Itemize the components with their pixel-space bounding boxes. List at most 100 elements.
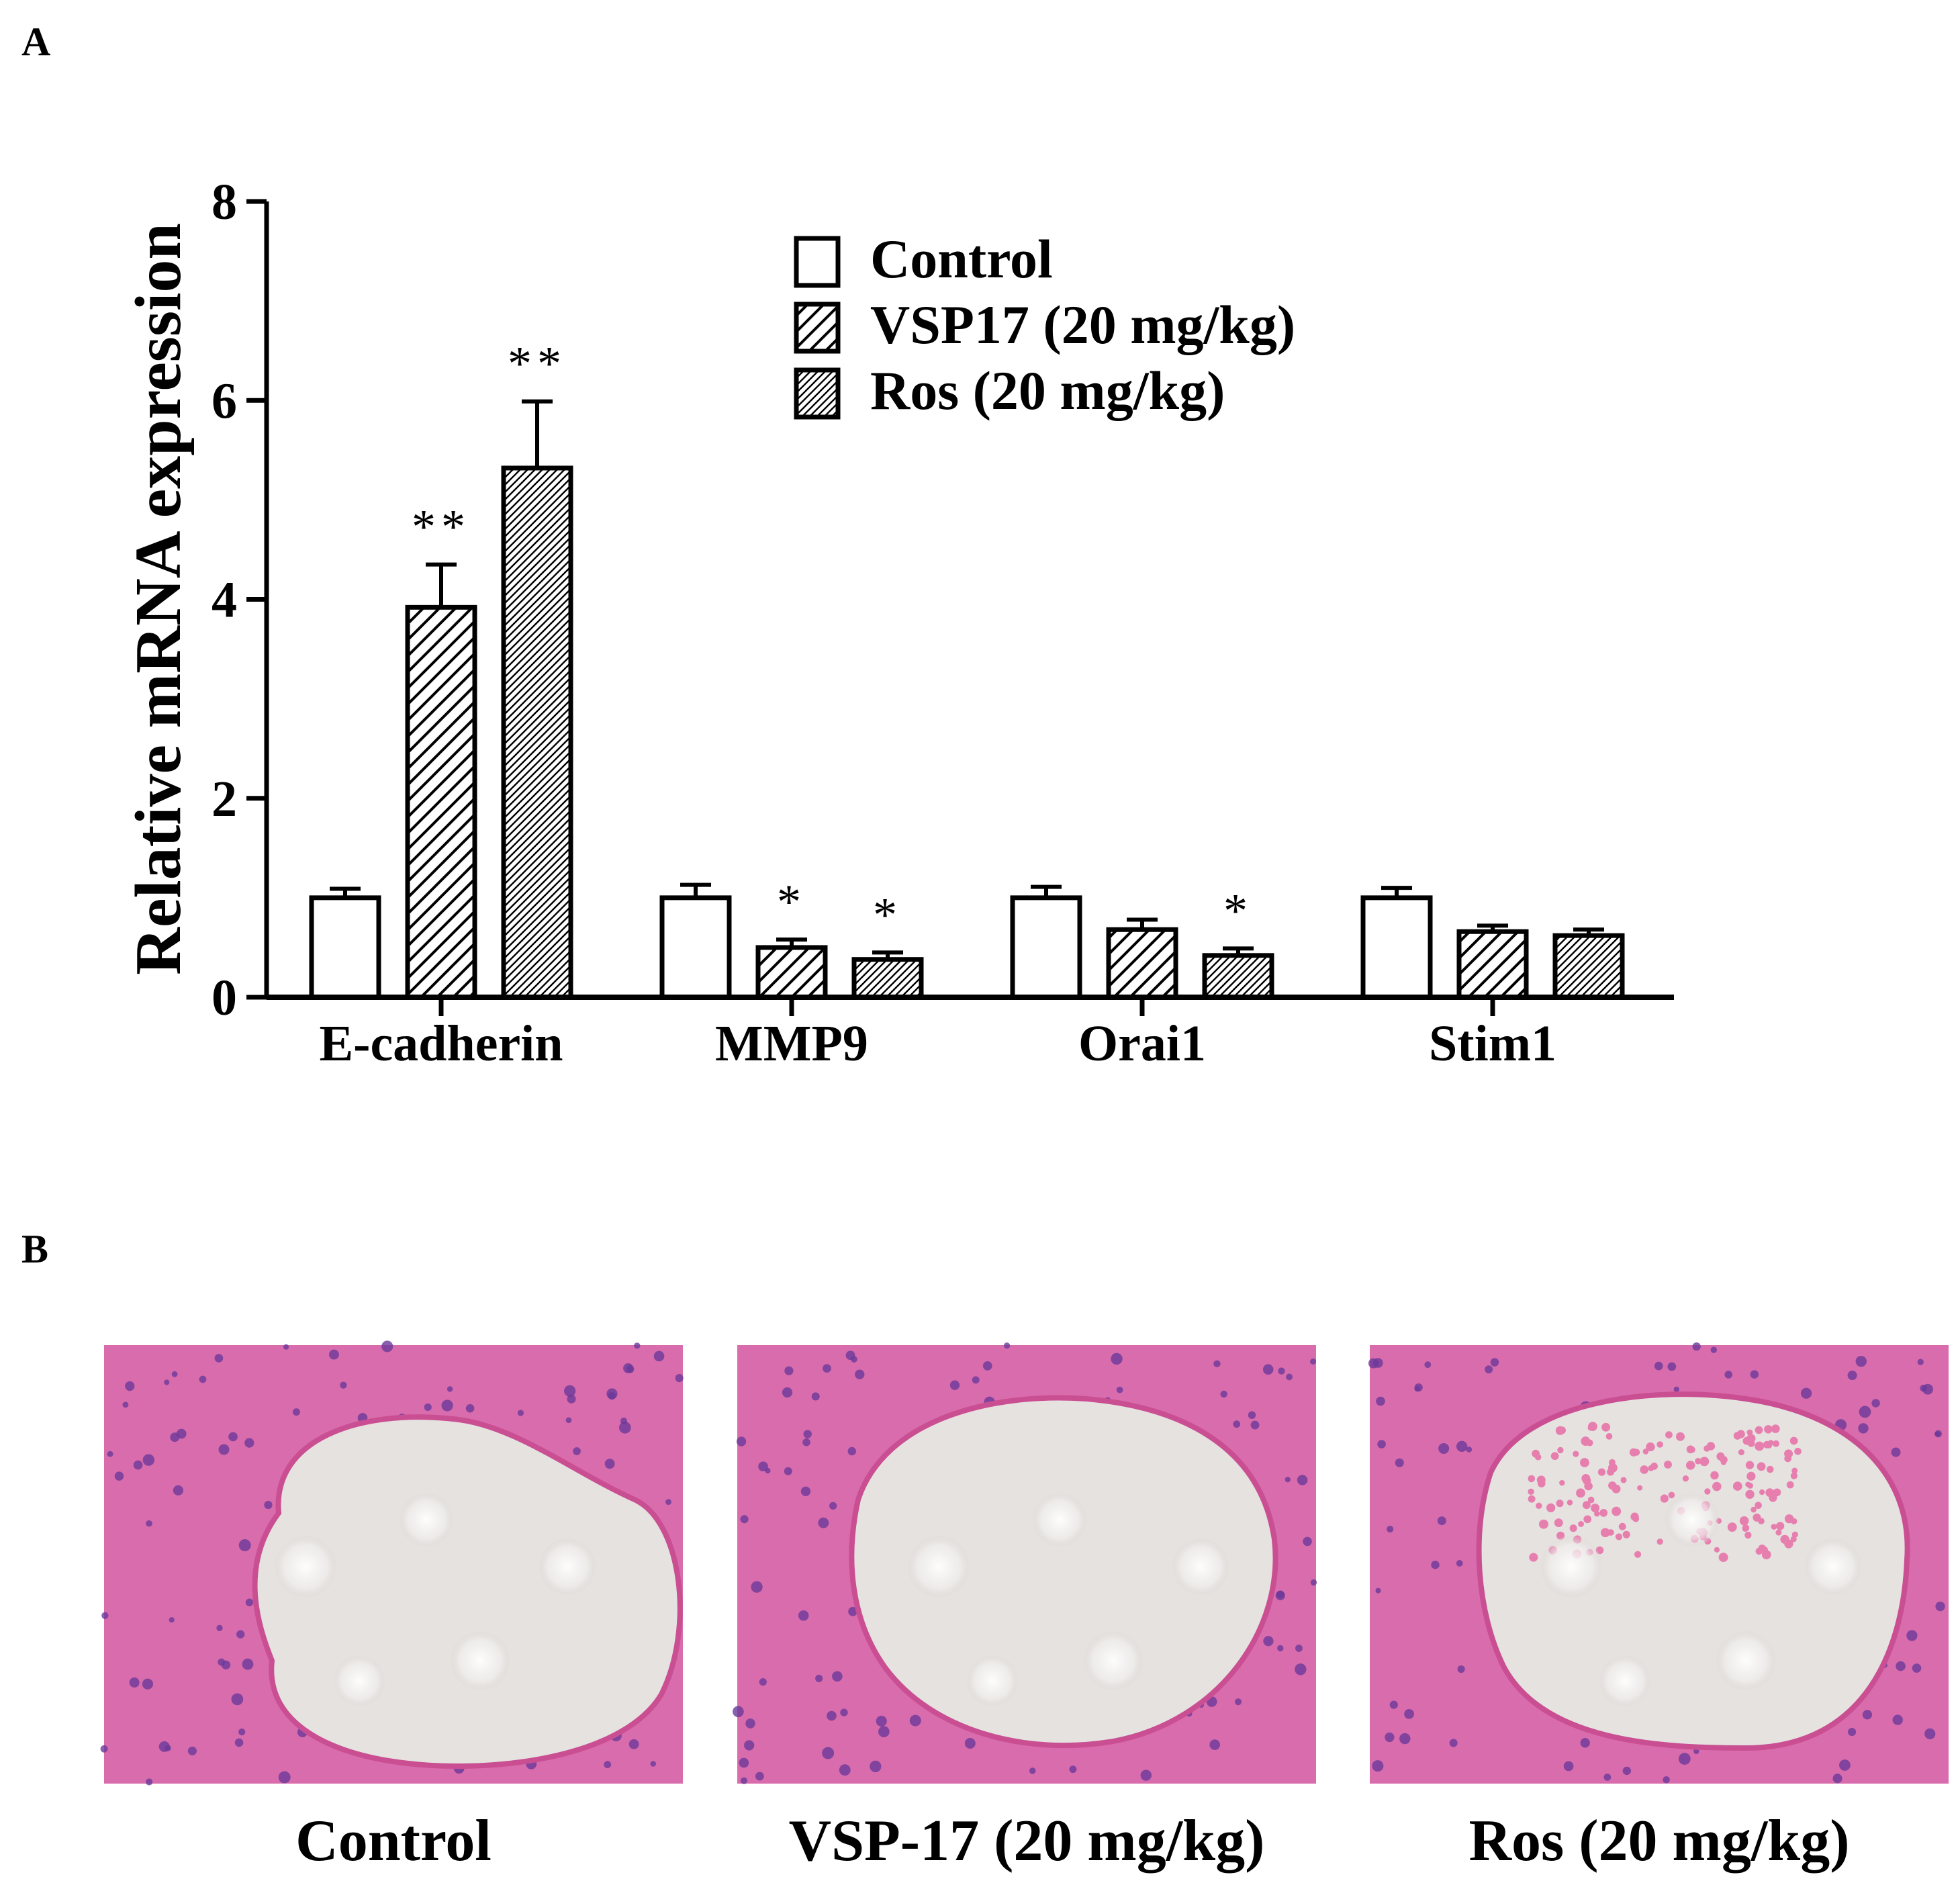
histology-caption: VSP-17 (20 mg/kg) <box>789 1808 1265 1874</box>
red-blood-cell <box>1576 1488 1585 1498</box>
cell-nucleus <box>1424 1361 1432 1369</box>
cell-nucleus <box>1372 1760 1384 1772</box>
cell-nucleus <box>101 1612 109 1619</box>
cell-nucleus <box>170 1432 180 1442</box>
vessel-lumen <box>849 1395 1278 1749</box>
cell-nucleus <box>1438 1442 1450 1454</box>
cell-nucleus <box>236 1630 245 1639</box>
red-blood-cell <box>1569 1524 1577 1532</box>
red-blood-cell <box>1794 1447 1802 1455</box>
cell-nucleus <box>244 1438 254 1448</box>
legend-swatch <box>794 236 841 288</box>
cell-nucleus <box>1069 1765 1077 1774</box>
cell-nucleus <box>740 1515 749 1524</box>
red-blood-cell <box>1790 1472 1798 1479</box>
cell-nucleus <box>784 1467 792 1475</box>
cell-nucleus <box>1654 1361 1663 1371</box>
cell-nucleus <box>1839 1759 1851 1771</box>
red-blood-cell <box>1773 1440 1779 1447</box>
cell-nucleus <box>1233 1420 1241 1428</box>
cell-nucleus <box>142 1454 155 1466</box>
cell-nucleus <box>1934 1430 1942 1438</box>
red-blood-cell <box>1597 1468 1606 1476</box>
cell-nucleus <box>1372 1358 1383 1368</box>
cell-nucleus <box>129 1677 140 1688</box>
cell-nucleus <box>1111 1352 1123 1365</box>
cell-nucleus <box>424 1403 432 1412</box>
red-blood-cell <box>1648 1465 1654 1471</box>
red-blood-cell <box>1599 1508 1608 1517</box>
red-blood-cell <box>1581 1436 1591 1446</box>
red-blood-cell <box>1720 1456 1728 1464</box>
cell-nucleus <box>1859 1406 1871 1418</box>
red-blood-cell <box>1790 1536 1797 1543</box>
red-blood-cell <box>1745 1489 1755 1499</box>
cell-nucleus <box>733 1706 744 1718</box>
red-blood-cell <box>1620 1477 1627 1483</box>
cell-nucleus <box>876 1715 887 1727</box>
red-blood-cell <box>1706 1442 1716 1451</box>
histology-image-ros <box>1368 1342 1949 1784</box>
cell-nucleus <box>1310 1579 1317 1586</box>
cell-nucleus <box>1431 1561 1440 1569</box>
cell-nucleus <box>234 1738 244 1747</box>
bar-stim1-1 <box>1456 929 1529 1000</box>
bar-orai1-2 <box>1202 953 1274 1000</box>
red-blood-cell <box>1605 1433 1613 1440</box>
cell-nucleus <box>1310 1358 1317 1365</box>
significance-marker: * <box>873 888 902 942</box>
cell-nucleus <box>1891 1447 1901 1457</box>
cell-nucleus <box>827 1710 837 1721</box>
significance-marker: * <box>777 875 806 929</box>
cell-nucleus <box>1278 1367 1285 1375</box>
artifact-bubble <box>334 1655 385 1706</box>
red-blood-cell <box>1556 1500 1564 1508</box>
cell-nucleus <box>847 1446 856 1456</box>
y-tick-label: 2 <box>212 771 237 827</box>
red-blood-cell <box>1746 1471 1756 1481</box>
cell-nucleus <box>1912 1663 1922 1673</box>
legend-swatch <box>794 367 841 420</box>
red-blood-cell <box>1757 1462 1766 1471</box>
cell-nucleus <box>1663 1776 1670 1784</box>
red-blood-cell <box>1546 1503 1556 1512</box>
x-tick-label: E-cadherin <box>319 1015 563 1072</box>
cell-nucleus <box>628 1739 639 1749</box>
cell-nucleus <box>1896 1661 1906 1671</box>
cell-nucleus <box>832 1671 843 1682</box>
red-blood-cell <box>1769 1494 1777 1502</box>
cell-nucleus <box>114 1471 124 1481</box>
x-tick-label: MMP9 <box>715 1015 868 1072</box>
red-blood-cell <box>1745 1461 1755 1469</box>
cell-nucleus <box>1847 1371 1857 1381</box>
cell-nucleus <box>623 1363 634 1373</box>
red-blood-cell <box>1718 1553 1728 1563</box>
red-blood-cell <box>1755 1502 1762 1509</box>
cell-nucleus <box>739 1757 749 1768</box>
red-blood-cell <box>1612 1506 1622 1516</box>
cell-nucleus <box>1437 1516 1446 1526</box>
red-blood-cell <box>1608 1463 1618 1473</box>
y-tick-label: 8 <box>212 174 237 230</box>
red-blood-cell <box>1528 1488 1534 1496</box>
cell-nucleus <box>245 1598 254 1606</box>
cell-nucleus <box>1449 1739 1458 1747</box>
red-blood-cell <box>1753 1513 1761 1522</box>
red-blood-cell <box>1656 1538 1663 1545</box>
histology-caption: Control <box>295 1808 492 1874</box>
red-blood-cell <box>1582 1501 1591 1510</box>
red-blood-cell <box>1764 1425 1773 1434</box>
cell-nucleus <box>1029 1767 1036 1774</box>
cell-nucleus <box>564 1385 576 1397</box>
red-blood-cell <box>1738 1449 1744 1456</box>
cell-nucleus <box>1456 1560 1463 1567</box>
cell-nucleus <box>218 1658 226 1666</box>
cell-nucleus <box>1248 1411 1256 1419</box>
histology-image-vsp17 <box>733 1342 1317 1784</box>
bar-mmp9-0 <box>659 895 732 1000</box>
cell-nucleus <box>823 1364 831 1373</box>
cell-nucleus <box>870 1760 882 1772</box>
red-blood-cell <box>1665 1431 1673 1439</box>
